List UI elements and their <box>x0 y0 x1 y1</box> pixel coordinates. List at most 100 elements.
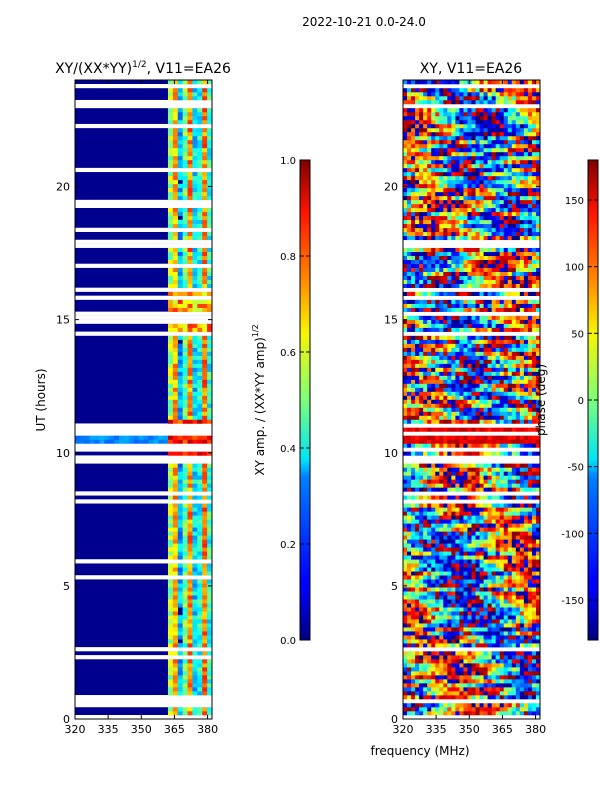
phase-cell <box>467 563 472 568</box>
phase-cell <box>415 643 420 648</box>
phase-cell <box>487 695 492 700</box>
phase-cell <box>403 635 408 640</box>
phase-cell <box>439 339 444 344</box>
amplitude-cell <box>167 567 174 572</box>
phase-cell <box>423 563 428 568</box>
amplitude-cell <box>172 187 179 193</box>
phase-cell <box>459 599 464 604</box>
phase-cell <box>491 231 496 237</box>
amplitude-cell <box>202 143 208 149</box>
amplitude-cell <box>197 439 203 444</box>
phase-cell <box>527 375 533 380</box>
phase-cell <box>523 343 529 348</box>
phase-cell <box>403 227 408 233</box>
phase-cell <box>527 223 533 229</box>
phase-cell <box>423 351 428 356</box>
phase-cell <box>455 255 460 261</box>
amplitude-cell <box>167 163 174 169</box>
phase-cell <box>403 679 408 684</box>
phase-cell <box>471 343 476 348</box>
amplitude-cell <box>202 195 208 201</box>
phase-cell <box>451 303 456 308</box>
phase-cell <box>519 547 525 552</box>
phase-cell <box>523 439 529 444</box>
phase-cell <box>499 579 505 584</box>
phase-cell <box>471 367 476 372</box>
phase-cell <box>479 495 484 500</box>
phase-cell <box>475 663 480 668</box>
phase-cell <box>431 487 436 492</box>
amplitude-cell <box>197 323 203 328</box>
phase-cell <box>459 359 464 364</box>
phase-cell <box>439 671 444 676</box>
amplitude-cell <box>197 151 203 157</box>
phase-cell <box>535 515 540 520</box>
phase-cell <box>479 267 484 272</box>
phase-cell <box>455 579 460 584</box>
phase-cell <box>487 479 492 484</box>
phase-cell <box>427 411 432 416</box>
amplitude-cell <box>197 679 203 684</box>
phase-cell <box>531 683 537 688</box>
phase-cell <box>475 363 480 368</box>
amplitude-cell <box>167 687 174 692</box>
phase-cell <box>535 427 540 432</box>
phase-cell <box>491 607 496 612</box>
phase-cell <box>491 511 496 516</box>
amplitude-cell <box>207 307 212 312</box>
phase-cell <box>511 387 517 392</box>
phase-cell <box>519 651 525 656</box>
phase-cell <box>507 515 513 520</box>
phase-cell <box>403 567 408 572</box>
phase-cell <box>531 435 537 440</box>
phase-cell <box>423 547 428 552</box>
amplitude-cell <box>182 515 188 520</box>
phase-cell <box>479 375 484 380</box>
phase-cell <box>411 275 416 280</box>
phase-cell <box>535 403 540 408</box>
phase-cell <box>411 711 416 716</box>
phase-cell <box>523 267 529 272</box>
phase-cell <box>503 555 509 560</box>
phase-cell <box>411 679 416 684</box>
phase-cell <box>443 535 448 540</box>
phase-cell <box>443 335 448 340</box>
phase-cell <box>407 515 412 520</box>
phase-cell <box>463 575 468 580</box>
phase-cell <box>479 335 484 340</box>
phase-cell <box>403 451 408 456</box>
phase-cell <box>443 663 448 668</box>
phase-cell <box>523 615 529 620</box>
amplitude-cell <box>202 523 208 528</box>
flagged-row <box>403 459 540 464</box>
phase-cell <box>479 611 484 616</box>
phase-cell <box>411 555 416 560</box>
amplitude-cell <box>202 187 208 193</box>
phase-cell <box>423 279 428 284</box>
amplitude-cell <box>187 231 193 237</box>
phase-cell <box>443 371 448 376</box>
phase-cell <box>427 635 432 640</box>
phase-cell <box>495 375 501 380</box>
phase-cell <box>403 703 408 708</box>
phase-cell <box>415 351 420 356</box>
phase-cell <box>479 487 484 492</box>
phase-cell <box>491 223 496 229</box>
phase-cell <box>463 671 468 676</box>
phase-cell <box>407 467 412 472</box>
phase-cell <box>419 443 424 448</box>
phase-cell <box>451 643 456 648</box>
phase-cell <box>431 291 436 296</box>
amplitude-cell <box>177 159 183 165</box>
amplitude-cell <box>197 163 203 169</box>
phase-cell <box>467 299 472 304</box>
phase-cell <box>479 483 484 488</box>
flagged-row <box>75 295 212 300</box>
phase-cell <box>483 451 488 456</box>
phase-cell <box>523 339 529 344</box>
phase-cell <box>459 363 464 368</box>
phase-cell <box>427 279 432 284</box>
phase-cell <box>423 643 428 648</box>
y-tick-label: 0 <box>63 713 70 726</box>
phase-cell <box>447 255 452 261</box>
